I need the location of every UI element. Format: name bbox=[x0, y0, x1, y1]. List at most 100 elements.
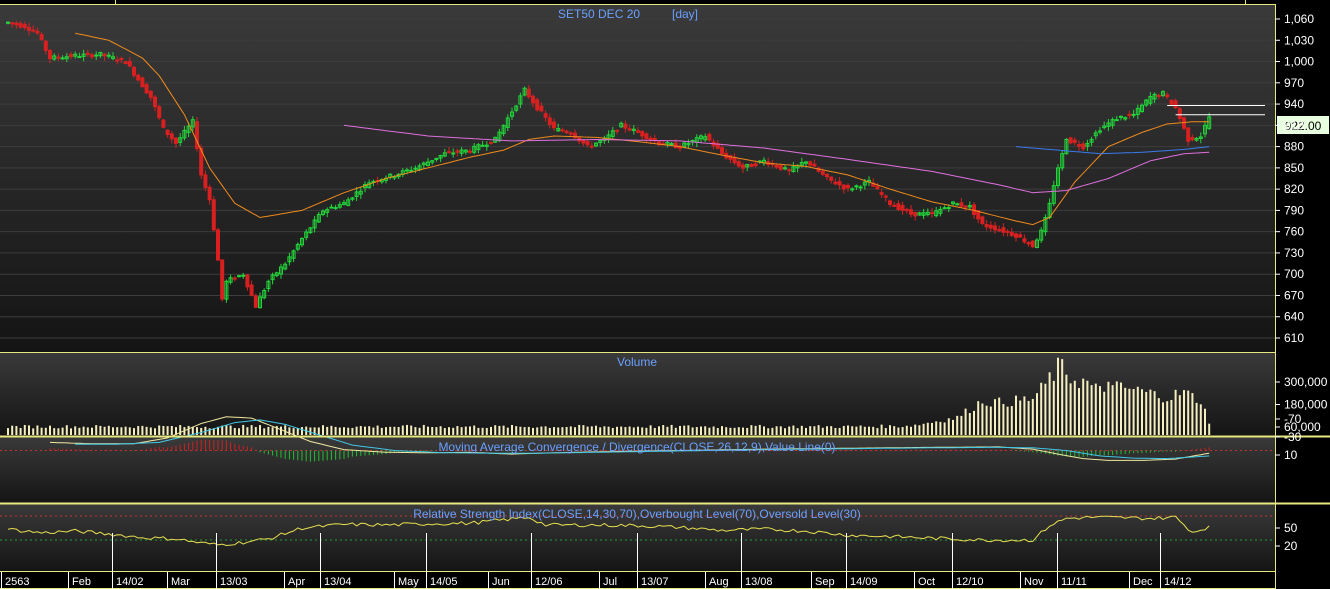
volume-bar bbox=[212, 428, 215, 435]
candle-up bbox=[1119, 115, 1123, 118]
candle-down bbox=[875, 185, 880, 190]
volume-bar bbox=[544, 426, 547, 435]
candle-down bbox=[1177, 108, 1182, 120]
volume-bar bbox=[280, 426, 282, 435]
volume-bar bbox=[620, 426, 623, 435]
volume-bar bbox=[1162, 402, 1164, 435]
volume-bar bbox=[687, 425, 690, 435]
volume-bar bbox=[376, 425, 379, 435]
moving-average-slow bbox=[343, 124, 1210, 194]
volume-bar bbox=[427, 426, 429, 435]
volume-bar bbox=[800, 425, 803, 435]
volume-bar bbox=[1082, 378, 1085, 435]
volume-bar bbox=[334, 426, 337, 435]
volume-bar bbox=[1069, 383, 1072, 435]
volume-bar bbox=[704, 426, 707, 435]
x-axis-label: May bbox=[398, 576, 419, 588]
volume-bar bbox=[876, 428, 879, 435]
volume-bar bbox=[380, 427, 383, 435]
volume-bar bbox=[1187, 390, 1190, 435]
volume-bar bbox=[82, 426, 85, 435]
candle-down bbox=[976, 210, 981, 220]
volume-bar bbox=[128, 427, 131, 435]
candle-down bbox=[732, 157, 737, 164]
candle-down bbox=[707, 133, 712, 141]
price-series bbox=[6, 20, 1265, 309]
candle-up bbox=[329, 206, 334, 209]
volume-bar bbox=[351, 427, 354, 435]
candle-down bbox=[812, 163, 817, 167]
candle-down bbox=[774, 164, 779, 168]
price-axis-label: 1,000 bbox=[1284, 55, 1314, 69]
volume-bar bbox=[1019, 400, 1022, 435]
candle-up bbox=[98, 52, 103, 57]
volume-bar bbox=[490, 426, 492, 435]
volume-bar bbox=[1052, 380, 1055, 435]
volume-bar bbox=[653, 427, 656, 435]
volume-bar bbox=[775, 426, 778, 435]
candle-up bbox=[274, 272, 279, 277]
volume-bar bbox=[939, 421, 942, 435]
volume-bar bbox=[246, 427, 249, 435]
volume-bar bbox=[813, 426, 816, 435]
price-axis-label: 670 bbox=[1284, 288, 1304, 302]
volume-bar bbox=[1191, 393, 1194, 435]
volume-bar bbox=[137, 426, 140, 435]
candle-up bbox=[291, 250, 296, 259]
x-axis-label: Jun bbox=[492, 576, 510, 588]
candle-down bbox=[468, 150, 472, 153]
volume-bar bbox=[275, 426, 278, 435]
candle-up bbox=[1161, 91, 1165, 96]
volume-bar bbox=[826, 426, 828, 435]
candle-down bbox=[997, 229, 1002, 232]
volume-bar bbox=[1078, 388, 1080, 435]
volume-bar bbox=[61, 427, 64, 435]
candle-down bbox=[35, 30, 40, 34]
volume-bar bbox=[834, 427, 837, 435]
volume-bar bbox=[1027, 400, 1030, 435]
candle-up bbox=[463, 149, 468, 153]
candle-up bbox=[182, 129, 187, 139]
volume-bar bbox=[670, 424, 673, 435]
candle-down bbox=[127, 60, 132, 67]
candle-down bbox=[568, 132, 573, 135]
volume-bar bbox=[271, 427, 274, 435]
rsi-axis-label: 50 bbox=[1284, 521, 1298, 535]
volume-bar bbox=[578, 424, 581, 435]
candle-up bbox=[1131, 113, 1136, 116]
candle-down bbox=[564, 130, 569, 134]
x-axis-label: Feb bbox=[72, 576, 91, 588]
volume-bar bbox=[28, 425, 30, 435]
candle-down bbox=[623, 123, 628, 129]
candle-up bbox=[472, 145, 477, 153]
volume-bar bbox=[242, 424, 245, 435]
volume-bar bbox=[456, 426, 459, 435]
volume-bar bbox=[1120, 382, 1122, 435]
volume-bar bbox=[200, 427, 203, 435]
candle-down bbox=[778, 165, 783, 170]
candle-down bbox=[535, 99, 540, 111]
volume-bar bbox=[263, 428, 266, 435]
last-price-badge bbox=[1277, 116, 1329, 134]
volume-bar bbox=[788, 426, 791, 435]
candle-down bbox=[1001, 227, 1006, 233]
candle-down bbox=[1165, 94, 1170, 98]
candle-up bbox=[106, 54, 111, 57]
price-axis-label: 730 bbox=[1284, 246, 1304, 260]
candle-up bbox=[938, 208, 943, 214]
volume-bar bbox=[288, 427, 291, 435]
candle-down bbox=[455, 150, 460, 153]
volume-bar bbox=[624, 427, 627, 435]
candle-up bbox=[1207, 116, 1212, 129]
candle-down bbox=[879, 192, 884, 195]
volume-bar bbox=[779, 426, 782, 435]
volume-bar bbox=[485, 427, 488, 435]
volume-bar bbox=[511, 424, 513, 435]
candle-down bbox=[447, 151, 451, 154]
volume-bar bbox=[666, 426, 669, 435]
volume-bar bbox=[338, 427, 341, 435]
candle-up bbox=[442, 152, 447, 157]
volume-bar bbox=[208, 428, 211, 435]
volume-bar bbox=[561, 427, 564, 435]
candle-down bbox=[984, 224, 989, 228]
